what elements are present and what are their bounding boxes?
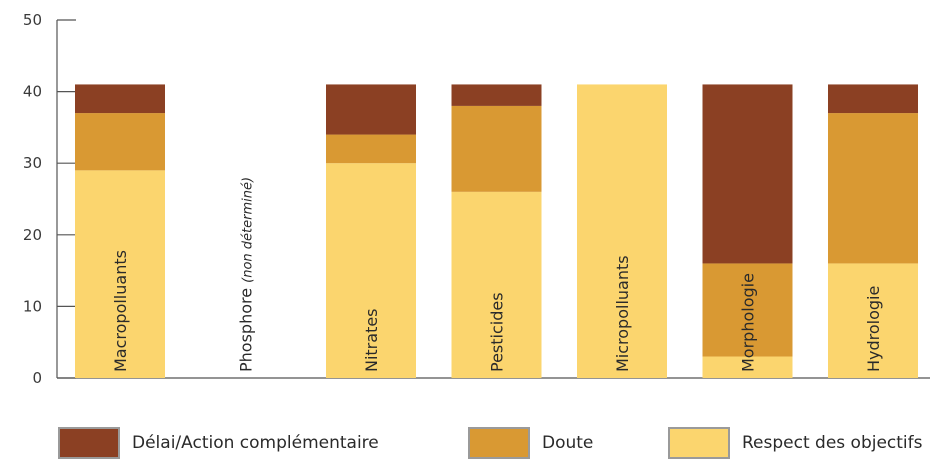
category-label: Macropolluants	[111, 250, 130, 372]
legend: Délai/Action complémentaire Doute Respec…	[0, 426, 939, 460]
legend-swatch-respect	[668, 427, 730, 459]
bar-segment	[577, 84, 667, 378]
y-tick-label: 0	[32, 369, 42, 387]
category-labels: Macropolluants Phosphore (non déterminé) N…	[111, 177, 883, 372]
category-label: Phosphore (non déterminé)	[237, 177, 256, 372]
y-tick-label: 30	[23, 154, 42, 172]
chart-axes: 0 10 20 30 40 50	[23, 11, 930, 387]
y-tick-label: 50	[23, 11, 42, 29]
chart-bars	[75, 84, 918, 378]
legend-label-doute: Doute	[542, 433, 594, 453]
legend-item-doute: Doute	[468, 426, 593, 460]
stacked-bar-chart: 0 10 20 30 40 50 Macropolluants Phosphore (non…	[23, 11, 930, 387]
legend-swatch-doute	[468, 427, 530, 459]
bar-segment	[451, 105, 542, 192]
bar-segment	[326, 163, 416, 378]
bar-segment	[828, 113, 918, 264]
legend-label-respect: Respect des objectifs	[742, 433, 923, 453]
bar-segment	[828, 84, 918, 114]
bar-segment	[451, 191, 542, 378]
legend-label-delai: Délai/Action complémentaire	[132, 433, 379, 453]
y-tick-label: 40	[23, 83, 42, 101]
bar-segment	[702, 263, 793, 357]
y-tick-label: 20	[23, 226, 42, 244]
bar-segment	[75, 170, 165, 378]
category-label: Hydrologie	[864, 286, 883, 372]
legend-swatch-delai	[58, 427, 120, 459]
bar-segment	[75, 113, 165, 171]
category-label: Nitrates	[362, 308, 381, 372]
bar-segment	[702, 356, 793, 378]
y-tick-label: 10	[23, 297, 42, 315]
legend-item-respect: Respect des objectifs	[668, 426, 923, 460]
bar-segment	[451, 84, 542, 106]
legend-item-delai: Délai/Action complémentaire	[58, 426, 379, 460]
category-label: Morphologie	[739, 273, 758, 372]
bar-segment	[326, 134, 416, 164]
category-label: Micropolluants	[613, 255, 632, 372]
category-label: Pesticides	[488, 292, 507, 372]
bar-segment	[702, 84, 793, 264]
bar-segment	[326, 84, 416, 135]
bar-segment	[75, 84, 165, 114]
bar-segment	[828, 263, 918, 378]
